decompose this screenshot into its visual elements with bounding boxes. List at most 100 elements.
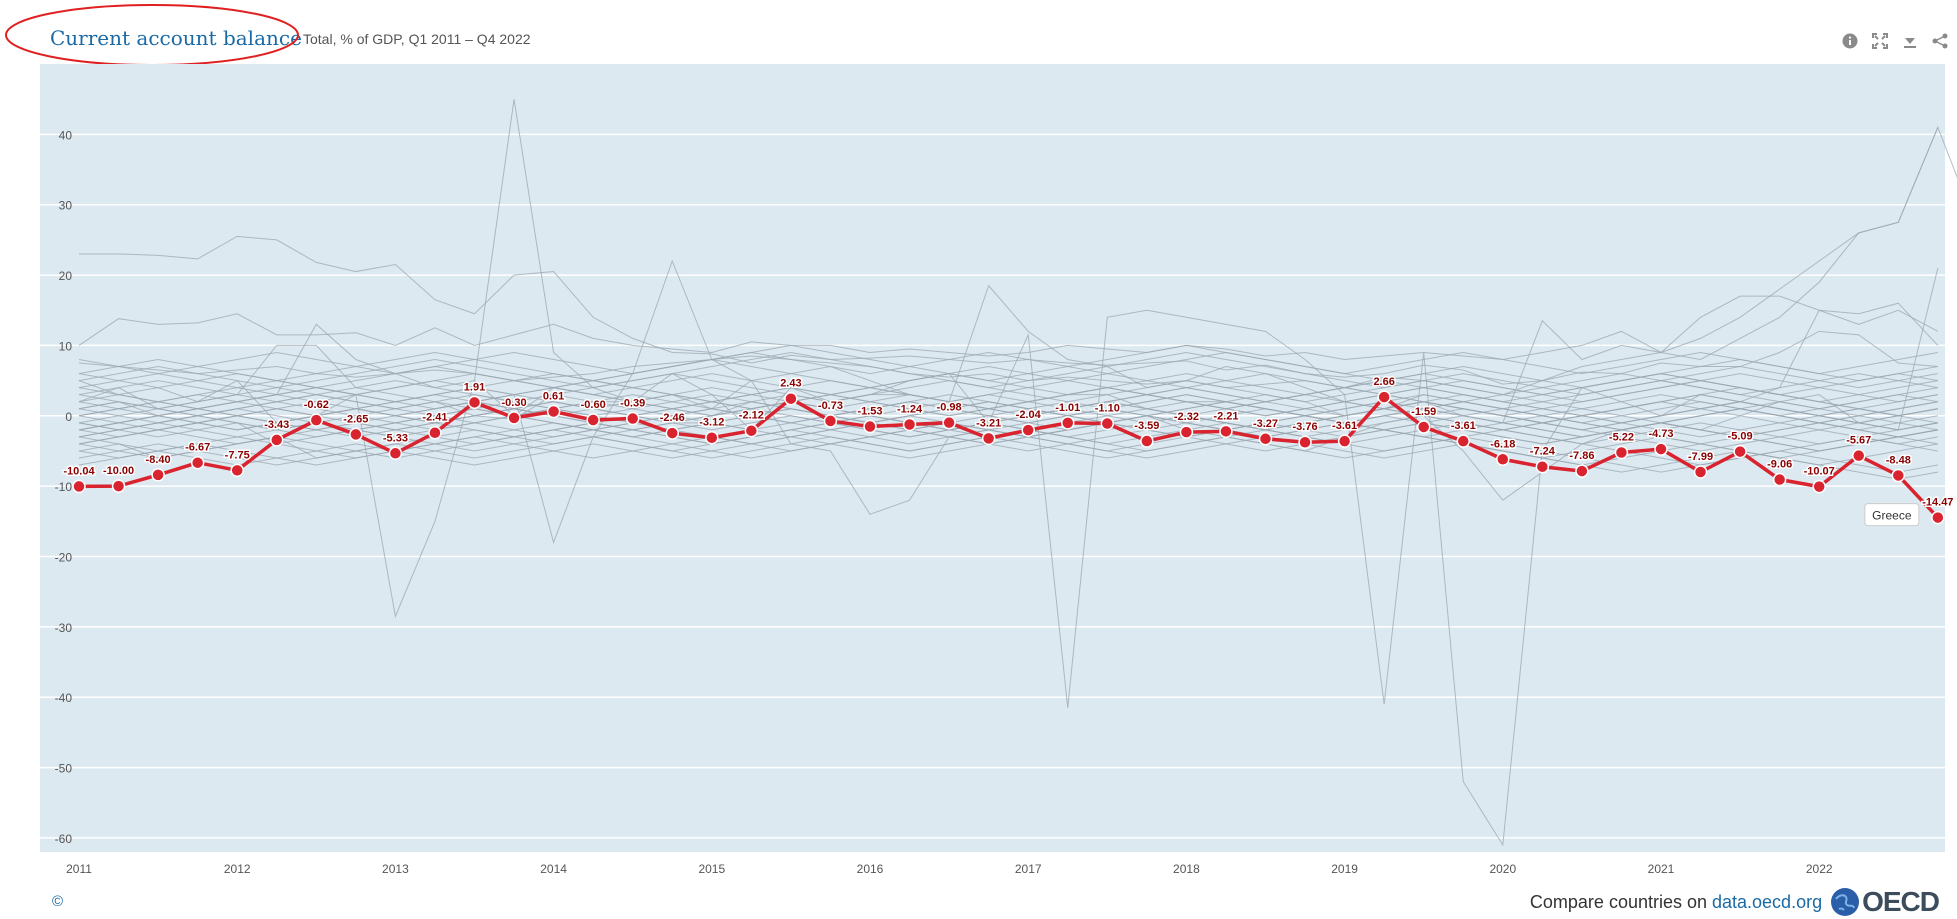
background-series-line: [79, 235, 1938, 385]
data-label: -3.12: [699, 417, 724, 429]
data-point: [230, 463, 244, 478]
data-label: -7.75: [225, 449, 250, 461]
chart-subtitle: Total, % of GDP, Q1 2011 – Q4 2022: [303, 31, 531, 47]
data-label: -5.67: [1846, 435, 1871, 447]
data-label: -3.61: [1451, 420, 1476, 432]
data-label: -3.61: [1332, 420, 1357, 432]
data-label: -0.60: [581, 399, 606, 411]
data-point: [625, 411, 640, 426]
data-label: -1.01: [1055, 402, 1080, 414]
globe-icon: [1831, 888, 1860, 916]
data-point: [981, 431, 996, 446]
x-tick-label: 2022: [1806, 862, 1833, 876]
data-point: [784, 391, 798, 406]
data-point: [190, 455, 205, 470]
oecd-logo[interactable]: OECD: [1830, 886, 1940, 918]
chart-toolbar: [1841, 32, 1949, 50]
data-label: -3.27: [1253, 418, 1278, 430]
data-label: -2.32: [1174, 411, 1199, 423]
x-tick-label: 2019: [1331, 862, 1358, 876]
title-circle-annotation: [5, 4, 299, 66]
data-label: -10.00: [103, 465, 134, 477]
download-icon[interactable]: [1901, 32, 1919, 50]
x-tick-label: 2018: [1173, 862, 1200, 876]
data-point: [1140, 434, 1154, 448]
data-label: -0.30: [502, 397, 527, 409]
x-tick-label: 2016: [857, 862, 884, 876]
data-point: [1496, 452, 1510, 467]
series-name-box: [1864, 503, 1920, 527]
fullscreen-icon[interactable]: [1871, 32, 1889, 50]
data-label: -2.41: [422, 412, 447, 424]
series-name-label: Greece: [1872, 509, 1912, 523]
data-point: [1258, 432, 1273, 446]
x-axis: 2011 2012 2013 2014 2015 2016 2017 2018 2019 2020…: [66, 862, 1833, 876]
data-point: [1812, 479, 1826, 494]
data-oecd-link[interactable]: data.oecd.org: [1712, 891, 1823, 912]
data-label: -6.67: [185, 442, 210, 454]
data-label: -1.59: [1411, 406, 1436, 418]
y-axis: 40 30 20 10 0 -10 -20 -30 -40 -50 -60: [55, 128, 73, 846]
data-label: -2.21: [1213, 410, 1238, 422]
background-series-line: [78, 351, 1938, 375]
y-tick-label: 0: [65, 410, 72, 424]
data-point: [1219, 424, 1233, 439]
x-tick-label: 2013: [382, 862, 409, 876]
data-point: [1852, 448, 1866, 463]
data-point: [111, 479, 126, 493]
background-series-line: [78, 351, 1938, 396]
background-series-line: [78, 408, 1938, 438]
data-label: -2.04: [1016, 409, 1042, 421]
data-label: 2.43: [780, 378, 801, 390]
data-label: -2.12: [739, 410, 764, 422]
data-point: [744, 423, 759, 438]
background-series-line: [78, 127, 1939, 431]
y-tick-label: 20: [59, 269, 73, 283]
data-point: [1931, 510, 1945, 525]
data-label: -7.86: [1569, 450, 1594, 462]
background-series-line: [78, 394, 1938, 424]
footer-credit: Compare countries on data.oecd.org OECD: [1529, 886, 1940, 918]
data-label: -7.24: [1530, 446, 1556, 458]
highlight-data-labels: -10.04 -10.00 -8.40 -6.67 -7.75 -3.43 -0.62 -2.…: [62, 375, 1955, 511]
data-point: [665, 426, 679, 440]
data-label: -0.62: [304, 399, 329, 411]
oecd-logo-text: OECD: [1862, 886, 1940, 917]
y-tick-label: 40: [59, 128, 73, 142]
y-tick-label: -40: [55, 691, 73, 705]
info-icon[interactable]: [1841, 32, 1859, 50]
background-series-line: [78, 344, 1938, 389]
data-point: [1021, 423, 1035, 437]
data-point: [1456, 434, 1470, 448]
data-label: -10.04: [63, 465, 95, 477]
y-tick-label: -50: [55, 762, 73, 776]
data-point: [428, 425, 442, 440]
data-label: -3.21: [976, 417, 1001, 429]
y-tick-label: -20: [55, 551, 73, 565]
y-tick-label: -60: [55, 832, 73, 846]
data-point: [863, 419, 877, 434]
x-tick-label: 2014: [540, 862, 567, 876]
data-point: [1100, 416, 1115, 431]
data-point: [1614, 445, 1629, 460]
compare-label: Compare countries on: [1529, 891, 1712, 912]
data-point: [507, 411, 521, 425]
data-point: [823, 414, 838, 428]
series-name-tag: Greece: [1864, 503, 1920, 527]
x-tick-label: 2017: [1015, 862, 1042, 876]
y-tick-label: -30: [55, 621, 73, 635]
data-label: -3.43: [264, 419, 289, 431]
data-label: -5.09: [1728, 431, 1753, 443]
data-point: [1298, 435, 1312, 449]
copyright-icon[interactable]: ©: [52, 893, 64, 910]
data-point: [1575, 464, 1589, 478]
share-icon[interactable]: [1931, 32, 1949, 50]
data-label: 2.66: [1373, 376, 1394, 388]
background-series-line: [78, 295, 1939, 361]
data-label: -6.18: [1490, 438, 1515, 450]
data-label: -4.73: [1648, 428, 1673, 440]
data-point: [546, 404, 561, 419]
data-label: -1.10: [1095, 403, 1120, 415]
data-point: [1416, 420, 1431, 434]
